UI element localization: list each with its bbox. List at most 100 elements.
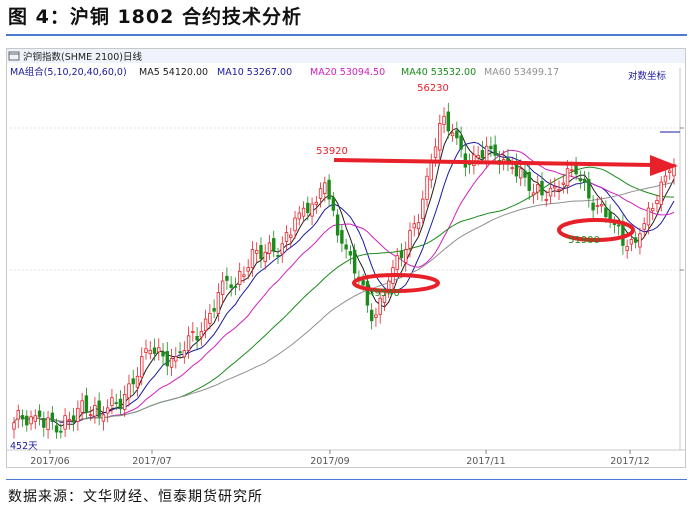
candle xyxy=(284,225,289,252)
candle xyxy=(651,202,655,221)
candle xyxy=(646,202,651,235)
figure-title: 图 4：沪铜 1802 合约技术分析 xyxy=(8,6,302,28)
ma-legend-ma60: MA60 53499.17 xyxy=(484,67,559,78)
candle xyxy=(169,348,174,376)
candle xyxy=(599,196,604,213)
candle xyxy=(578,170,583,189)
candle xyxy=(161,342,165,366)
title-rule xyxy=(6,34,687,36)
x-tick-label: 2017/11 xyxy=(466,456,505,467)
log-scale-label[interactable]: 对数坐标 xyxy=(628,70,667,82)
candle xyxy=(442,107,446,134)
candle xyxy=(105,399,110,423)
candle xyxy=(110,388,114,414)
candle xyxy=(280,236,284,264)
candle xyxy=(97,392,101,426)
candle xyxy=(310,197,314,226)
candle xyxy=(561,174,565,194)
candle xyxy=(450,123,455,142)
candle xyxy=(272,230,276,258)
resistance-arrow xyxy=(333,155,678,176)
candle xyxy=(29,410,33,431)
candle xyxy=(493,135,497,165)
price-annotation-53920: 53920 xyxy=(316,146,348,157)
candle xyxy=(369,303,374,330)
ma-legend-ma40: MA40 53532.00 xyxy=(401,67,476,78)
candle xyxy=(289,227,293,247)
candle xyxy=(629,232,634,252)
candle xyxy=(625,239,629,259)
candle xyxy=(80,392,84,421)
candle xyxy=(459,126,463,158)
candle xyxy=(199,322,204,346)
candle xyxy=(191,322,195,342)
candle xyxy=(225,267,229,290)
candle xyxy=(203,309,208,339)
candle xyxy=(527,163,531,200)
candle xyxy=(242,266,246,284)
candle xyxy=(318,182,323,208)
ma-legend-ma20: MA20 53094.50 xyxy=(310,67,385,78)
candle xyxy=(352,243,357,282)
price-annotation-51900: 51900 xyxy=(568,235,600,246)
candle xyxy=(165,342,169,376)
candle xyxy=(523,161,527,187)
candle xyxy=(297,206,301,226)
window-icon[interactable] xyxy=(8,51,20,61)
candle xyxy=(12,417,16,439)
candle xyxy=(93,397,97,424)
candle xyxy=(404,241,408,272)
candle xyxy=(144,339,148,360)
candle xyxy=(638,227,642,255)
candle xyxy=(582,171,587,192)
candle xyxy=(425,167,429,207)
candle xyxy=(25,410,29,432)
candle xyxy=(148,341,152,360)
price-annotation-49540: 49540 xyxy=(368,288,400,299)
x-axis-ticks: 2017/06 2017/07 2017/09 2017/11 2017/12 xyxy=(30,450,650,467)
x-tick-label: 2017/09 xyxy=(310,456,349,467)
candle xyxy=(642,217,646,239)
candle xyxy=(37,404,42,426)
candle xyxy=(114,393,118,411)
candle xyxy=(395,247,399,277)
low-highlight-ellipse xyxy=(557,218,635,242)
candle xyxy=(408,222,412,258)
candle xyxy=(331,191,336,217)
candle xyxy=(655,194,659,213)
candle xyxy=(33,409,37,430)
candle xyxy=(267,234,272,260)
candle xyxy=(595,197,600,215)
candle xyxy=(123,385,127,417)
candle xyxy=(88,406,93,421)
candle xyxy=(140,347,144,386)
candle xyxy=(42,411,46,437)
candle xyxy=(59,423,63,439)
candle xyxy=(612,216,617,234)
candle xyxy=(71,408,76,432)
candle xyxy=(548,179,553,204)
candle xyxy=(63,408,67,437)
candle xyxy=(565,160,570,194)
candle xyxy=(421,190,425,225)
candle xyxy=(152,338,157,361)
candle xyxy=(553,177,557,198)
instrument-header-bar xyxy=(7,49,685,63)
candle xyxy=(131,369,135,394)
candle xyxy=(259,237,263,268)
candle xyxy=(276,247,280,264)
candle xyxy=(557,180,561,200)
candle xyxy=(531,183,536,204)
candle xyxy=(208,304,212,330)
x-tick-label: 2017/12 xyxy=(610,456,649,467)
candle xyxy=(216,283,221,322)
bottom-rule xyxy=(6,479,687,480)
candle xyxy=(335,209,340,243)
candle xyxy=(455,121,459,145)
price-annotations: 53920 56230 49540 51900 xyxy=(316,83,600,299)
candle xyxy=(306,196,310,221)
candle xyxy=(255,242,259,263)
candlestick-chart: 沪铜指数(SHME 2100)日线 MA组合(5,10,20,40,60,0) … xyxy=(6,48,686,468)
candle xyxy=(416,214,421,237)
candle xyxy=(118,390,123,415)
